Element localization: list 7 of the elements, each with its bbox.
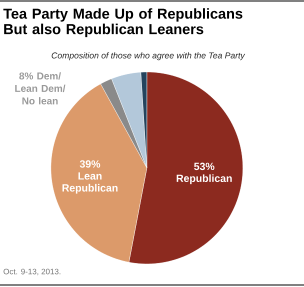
slice-label: Republican bbox=[176, 174, 232, 184]
slice-label: Lean Republican bbox=[62, 172, 118, 194]
data-label: 39% bbox=[80, 160, 100, 168]
chart-title: Tea Party Made Up of Republicans But also Republican Leaners bbox=[3, 8, 242, 38]
text: 8% Dem/ Lean Dem/ No lean bbox=[15, 72, 66, 104]
chart-subtitle: Composition of those who agree with the Tea Party bbox=[52, 52, 246, 60]
data-label: 53% bbox=[194, 162, 214, 170]
